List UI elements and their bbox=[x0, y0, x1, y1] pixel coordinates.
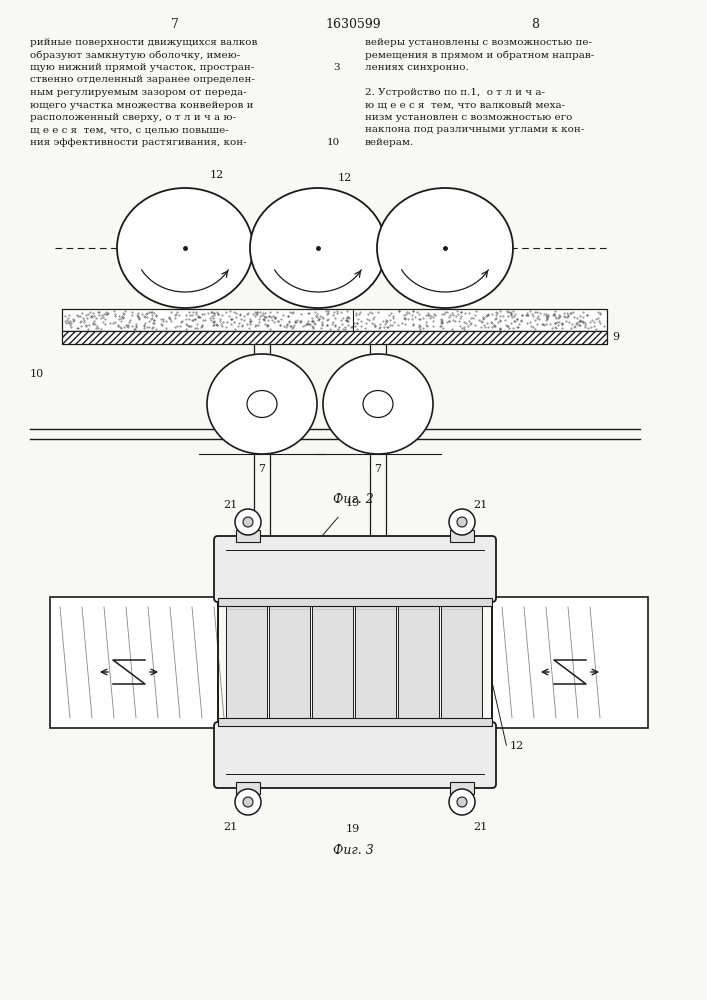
Text: 21: 21 bbox=[473, 500, 487, 510]
Text: лениях синхронно.: лениях синхронно. bbox=[365, 63, 469, 72]
Text: 12: 12 bbox=[210, 170, 224, 180]
Text: щ е е с я  тем, что, с целью повыше-: щ е е с я тем, что, с целью повыше- bbox=[30, 125, 229, 134]
Ellipse shape bbox=[323, 354, 433, 454]
Bar bbox=[398, 606, 439, 718]
Text: 12: 12 bbox=[338, 173, 352, 183]
Bar bbox=[62, 309, 607, 331]
Bar bbox=[450, 782, 474, 794]
FancyBboxPatch shape bbox=[214, 722, 496, 788]
Bar bbox=[269, 606, 310, 718]
Bar bbox=[62, 331, 607, 344]
Circle shape bbox=[235, 789, 261, 815]
Text: Фиг. 2: Фиг. 2 bbox=[332, 493, 373, 506]
Ellipse shape bbox=[207, 354, 317, 454]
Ellipse shape bbox=[363, 390, 393, 418]
Text: 2. Устройство по п.1,  о т л и ч а-: 2. Устройство по п.1, о т л и ч а- bbox=[365, 88, 545, 97]
Bar bbox=[492, 597, 648, 728]
Text: 19: 19 bbox=[346, 824, 360, 834]
Circle shape bbox=[235, 509, 261, 535]
Circle shape bbox=[243, 797, 253, 807]
Text: щую нижний прямой участок, простран-: щую нижний прямой участок, простран- bbox=[30, 63, 255, 72]
Text: 9: 9 bbox=[612, 332, 619, 342]
FancyBboxPatch shape bbox=[214, 536, 496, 602]
Bar bbox=[450, 530, 474, 542]
Text: образуют замкнутую оболочку, имею-: образуют замкнутую оболочку, имею- bbox=[30, 50, 240, 60]
Bar bbox=[226, 606, 267, 718]
Text: ющего участка множества конвейеров и: ющего участка множества конвейеров и bbox=[30, 101, 254, 109]
Bar bbox=[355, 606, 396, 718]
Text: 21: 21 bbox=[223, 500, 237, 510]
Circle shape bbox=[457, 797, 467, 807]
Bar bbox=[218, 718, 492, 726]
Ellipse shape bbox=[377, 188, 513, 308]
Text: ния эффективности растягивания, кон-: ния эффективности растягивания, кон- bbox=[30, 138, 247, 147]
Text: ремещения в прямом и обратном направ-: ремещения в прямом и обратном направ- bbox=[365, 50, 595, 60]
Bar bbox=[441, 606, 482, 718]
Ellipse shape bbox=[250, 188, 386, 308]
Text: ю щ е е с я  тем, что валковый меха-: ю щ е е с я тем, что валковый меха- bbox=[365, 101, 565, 109]
Text: 8: 8 bbox=[531, 18, 539, 31]
Text: Фиг. 3: Фиг. 3 bbox=[332, 844, 373, 857]
Text: 10: 10 bbox=[30, 369, 45, 379]
Text: 3: 3 bbox=[334, 63, 340, 72]
Text: вейерам.: вейерам. bbox=[365, 138, 414, 147]
Text: низм установлен с возможностью его: низм установлен с возможностью его bbox=[365, 113, 573, 122]
Text: ным регулируемым зазором от переда-: ным регулируемым зазором от переда- bbox=[30, 88, 247, 97]
Circle shape bbox=[449, 789, 475, 815]
Text: 7: 7 bbox=[375, 464, 382, 474]
Ellipse shape bbox=[117, 188, 253, 308]
Text: 7: 7 bbox=[259, 464, 266, 474]
Text: 7: 7 bbox=[171, 18, 179, 31]
Text: 10: 10 bbox=[327, 138, 340, 147]
Circle shape bbox=[449, 509, 475, 535]
Text: расположенный сверху, о т л и ч а ю-: расположенный сверху, о т л и ч а ю- bbox=[30, 113, 236, 122]
Text: вейеры установлены с возможностью пе-: вейеры установлены с возможностью пе- bbox=[365, 38, 592, 47]
Text: ственно отделенный заранее определен-: ственно отделенный заранее определен- bbox=[30, 76, 255, 85]
Circle shape bbox=[243, 517, 253, 527]
Bar bbox=[236, 530, 260, 542]
Text: 19: 19 bbox=[346, 498, 360, 508]
Circle shape bbox=[457, 517, 467, 527]
Bar bbox=[236, 782, 260, 794]
Text: наклона под различными углами к кон-: наклона под различными углами к кон- bbox=[365, 125, 584, 134]
Bar bbox=[312, 606, 353, 718]
Text: 12: 12 bbox=[510, 741, 525, 751]
Text: рийные поверхности движущихся валков: рийные поверхности движущихся валков bbox=[30, 38, 257, 47]
Ellipse shape bbox=[247, 390, 277, 418]
Bar bbox=[218, 598, 492, 606]
Text: 21: 21 bbox=[223, 822, 237, 832]
Text: 1630599: 1630599 bbox=[325, 18, 381, 31]
Bar bbox=[50, 597, 218, 728]
Text: 21: 21 bbox=[473, 822, 487, 832]
